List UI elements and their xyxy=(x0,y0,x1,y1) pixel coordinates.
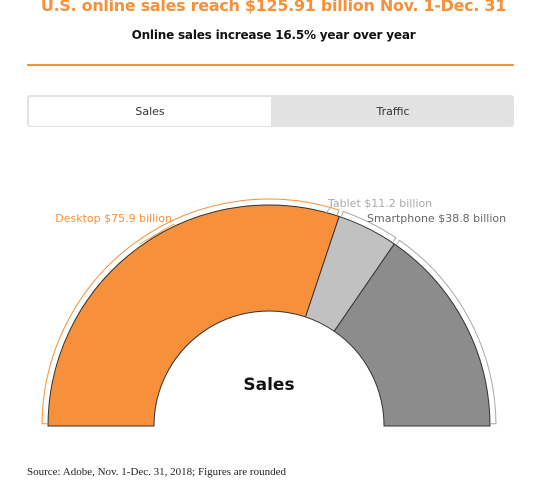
label-desktop: Desktop $75.9 billion xyxy=(55,212,172,225)
bracket-tablet xyxy=(341,210,397,243)
slice-desktop[interactable] xyxy=(47,204,340,427)
chart-title: U.S. online sales reach $125.91 billion … xyxy=(40,0,507,15)
center-label: Sales xyxy=(243,375,294,395)
label-tablet: Tablet $11.2 billion xyxy=(327,197,432,210)
label-smartphone: Smartphone $38.8 billion xyxy=(367,212,506,225)
source-note: Source: Adobe, Nov. 1-Dec. 31, 2018; Fig… xyxy=(27,466,286,478)
slice-smartphone[interactable] xyxy=(333,243,491,427)
bracket-desktop xyxy=(41,198,340,425)
tab-bar: Sales Traffic xyxy=(27,95,514,127)
tab-sales[interactable]: Sales xyxy=(28,96,272,127)
tab-traffic[interactable]: Traffic xyxy=(376,104,410,118)
chart-subtitle: Online sales increase 16.5% year over ye… xyxy=(131,28,416,42)
leader-desktop xyxy=(139,223,175,245)
sales-semicircle-chart: Desktop $75.9 billion Tablet $11.2 billio… xyxy=(41,197,506,427)
bracket-smartphone xyxy=(396,239,497,425)
header-divider xyxy=(27,64,514,66)
leader-tablet xyxy=(325,207,331,214)
